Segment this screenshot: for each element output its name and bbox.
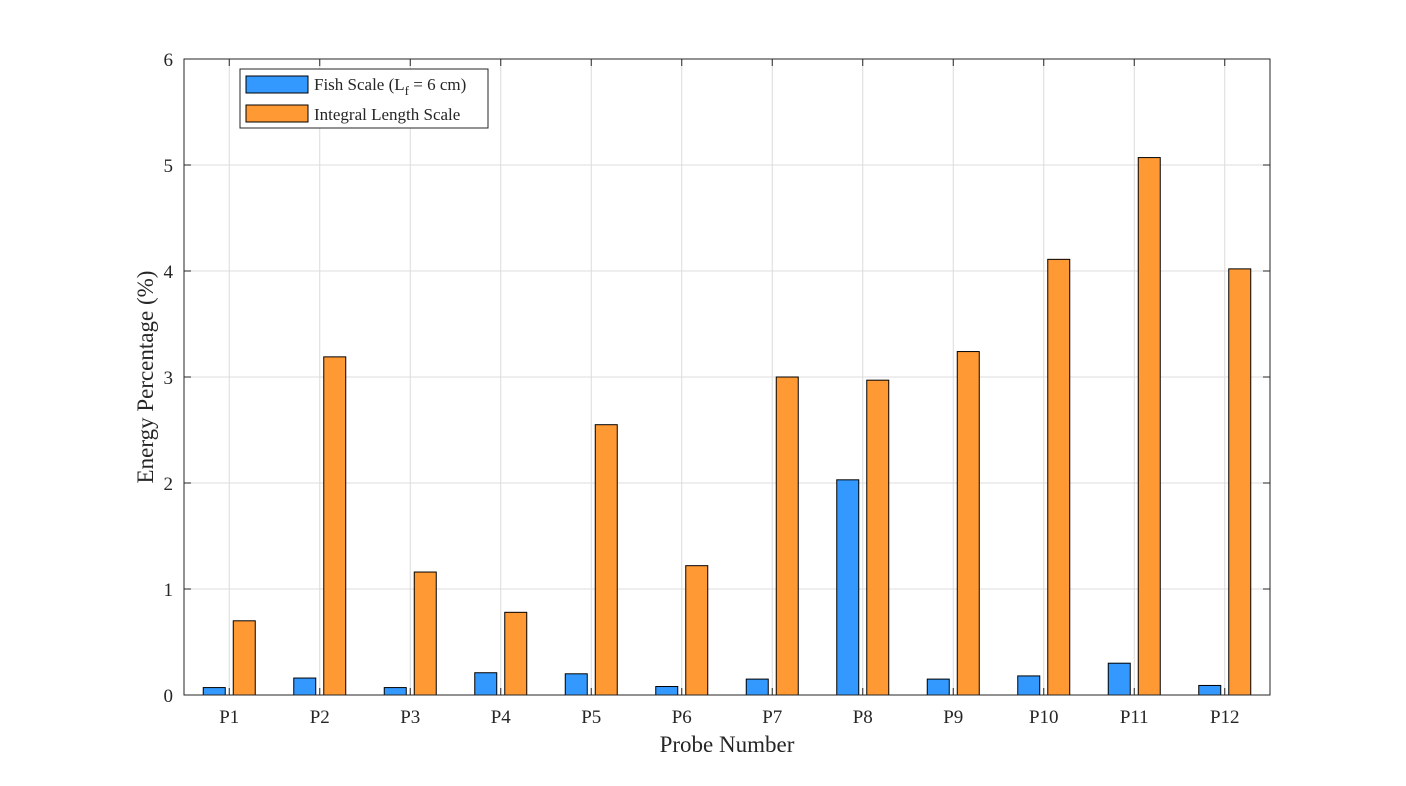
bar-integral-length-scale-p2	[323, 356, 347, 696]
x-tick-label: P2	[310, 707, 330, 728]
bars	[202, 157, 1252, 696]
y-tick-label: 4	[164, 262, 174, 283]
bar-integral-length-scale-p12	[1228, 268, 1252, 696]
x-tick-label: P3	[400, 707, 420, 728]
bar-integral-length-scale-p3	[413, 571, 437, 696]
bar-integral-length-scale-p6	[685, 565, 709, 696]
bar-fish-scale-p4	[474, 672, 498, 696]
axis-ticks: 0 1 2 3 4 5 6 P1 P2 P3 P4 P5 P6 P7 P8 P9 P10 P11 P12	[164, 50, 1270, 728]
bar-integral-length-scale-p11	[1137, 157, 1161, 696]
bar-integral-length-scale-p1	[232, 620, 256, 696]
x-tick-label: P5	[581, 707, 601, 728]
x-tick-label: P6	[672, 707, 692, 728]
grid-lines	[184, 58, 1270, 696]
bar-integral-length-scale-p7	[775, 376, 799, 696]
y-tick-label: 0	[164, 686, 174, 707]
bar-fish-scale-p5	[564, 673, 588, 696]
y-tick-label: 1	[164, 580, 174, 601]
y-tick-label: 3	[164, 368, 174, 389]
x-tick-label: P4	[491, 707, 512, 728]
bar-integral-length-scale-p4	[504, 611, 528, 696]
x-tick-label: P7	[762, 707, 782, 728]
x-tick-label: P8	[853, 707, 873, 728]
bar-integral-length-scale-p5	[594, 424, 618, 696]
bar-fish-scale-p7	[745, 678, 769, 696]
bar-fish-scale-p10	[1017, 675, 1041, 696]
bar-fish-scale-p1	[202, 687, 226, 696]
bar-fish-scale-p6	[655, 686, 679, 696]
bar-fish-scale-p12	[1198, 684, 1222, 696]
bar-fish-scale-p9	[926, 678, 950, 696]
bar-fish-scale-p3	[383, 687, 407, 696]
x-axis-label: Probe Number	[660, 732, 795, 757]
x-tick-label: P11	[1120, 707, 1149, 728]
bar-integral-length-scale-p10	[1047, 258, 1071, 696]
y-axis-label: Energy Percentage (%)	[133, 271, 158, 484]
legend-label-integral-length-scale: Integral Length Scale	[314, 105, 460, 124]
bar-fish-scale-p11	[1107, 662, 1131, 696]
x-tick-label: P9	[943, 707, 963, 728]
y-tick-label: 5	[164, 156, 174, 177]
y-tick-label: 2	[164, 474, 174, 495]
legend: Fish Scale (Lf = 6 cm) Integral Length S…	[239, 68, 489, 129]
bar-integral-length-scale-p9	[956, 351, 980, 696]
bar-fish-scale-p2	[293, 677, 317, 696]
legend-swatch-integral-length-scale	[245, 104, 309, 123]
x-tick-label: P12	[1210, 707, 1240, 728]
bar-integral-length-scale-p8	[866, 379, 890, 696]
y-tick-label: 6	[164, 50, 174, 71]
bar-fish-scale-p8	[836, 479, 860, 696]
legend-swatch-fish-scale	[245, 75, 309, 94]
legend-label-fish-scale: Fish Scale (Lf = 6 cm)	[314, 75, 466, 98]
x-tick-label: P10	[1029, 707, 1059, 728]
x-tick-label: P1	[219, 707, 239, 728]
